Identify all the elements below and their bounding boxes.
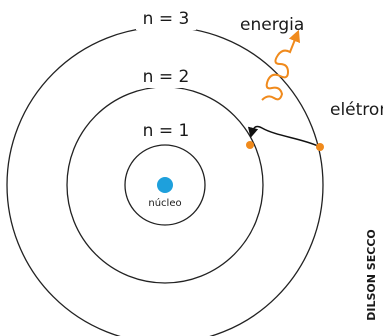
orbit-label: n = 1 [143,121,190,141]
orbit-label: n = 2 [143,67,190,87]
orbit-label: n = 3 [143,9,190,29]
bohr-diagram: n = 3 n = 2 n = 1 núcleo energia elétron… [0,0,383,336]
transition-arrow [251,126,318,146]
energy-label: energia [240,15,304,35]
electron-initial [316,143,324,151]
credit: DILSON SECCO [365,229,378,320]
electron-final [246,141,254,149]
electron-label: elétron [330,100,383,120]
nucleus [157,177,173,193]
photon-wave [262,32,298,100]
nucleus-label: núcleo [148,197,181,209]
